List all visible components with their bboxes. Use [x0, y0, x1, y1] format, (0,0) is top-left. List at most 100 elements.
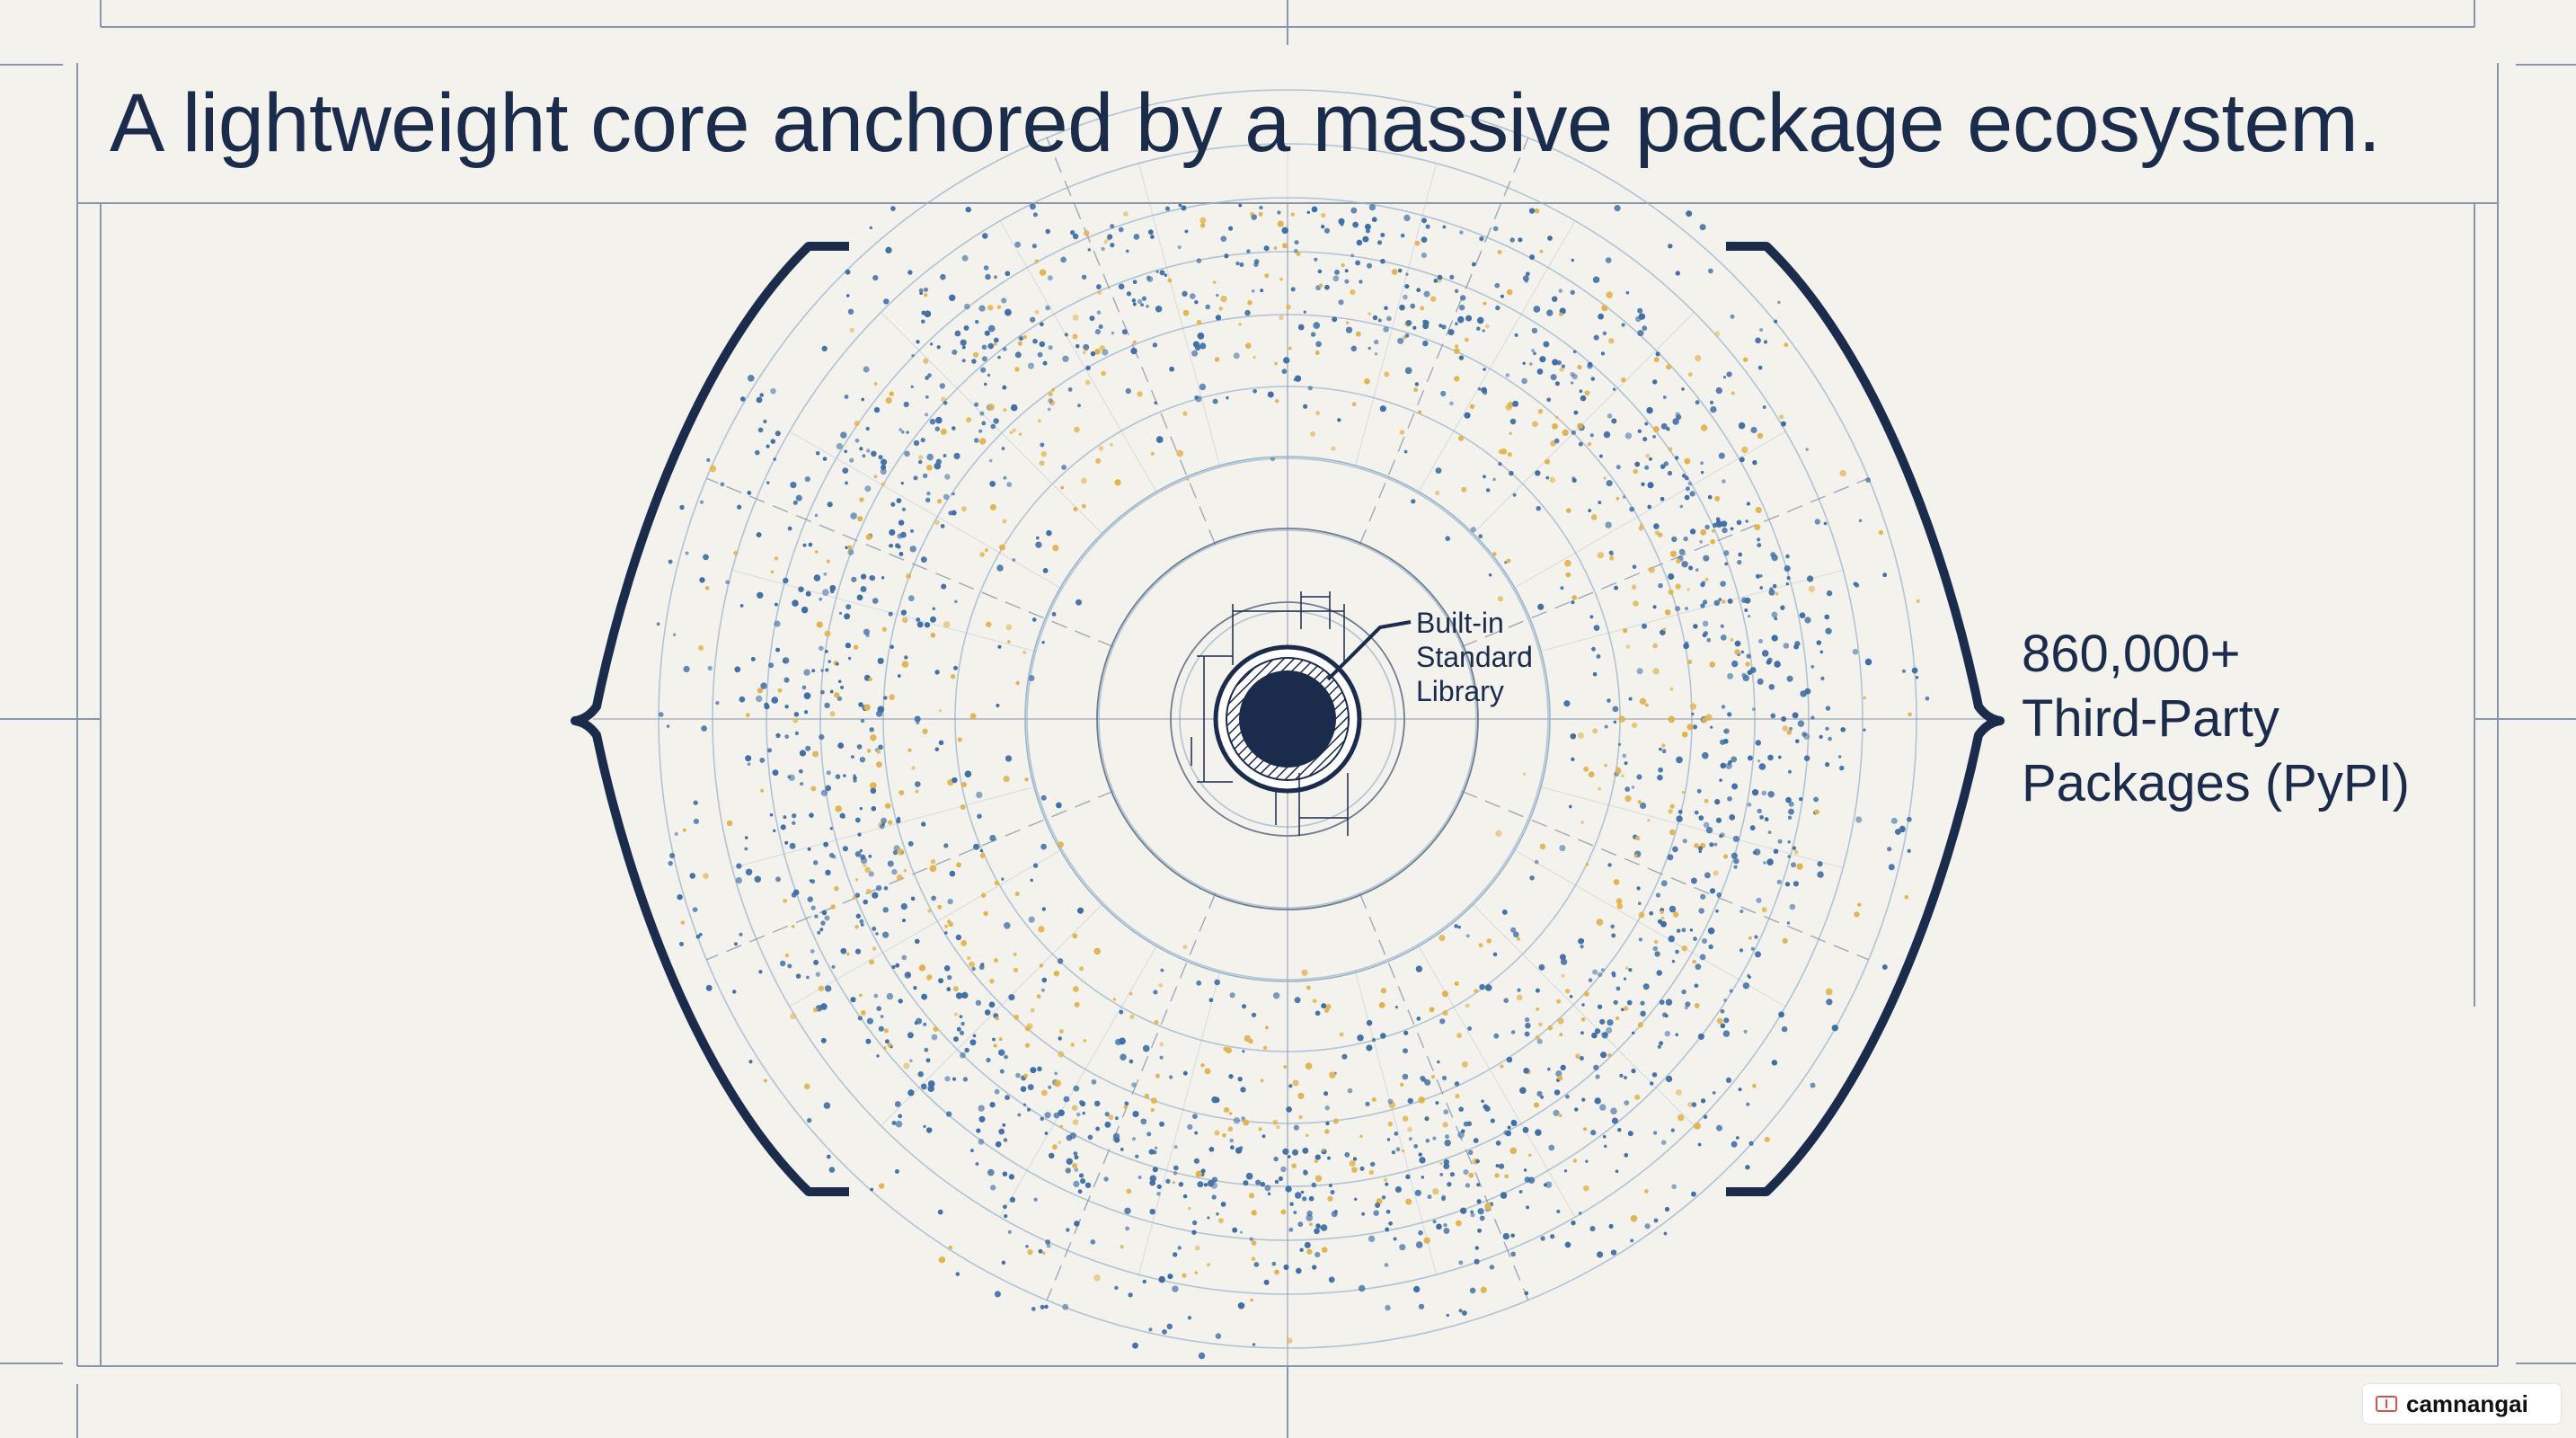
package-dot: [740, 396, 746, 402]
package-dot: [872, 275, 879, 281]
package-dot: [1131, 1137, 1137, 1141]
package-dot: [897, 816, 900, 821]
package-dot: [1443, 1109, 1449, 1115]
package-dot: [1677, 1114, 1685, 1122]
package-dot: [1328, 1276, 1335, 1283]
package-dot: [901, 430, 905, 434]
package-dot: [849, 327, 855, 333]
package-dot: [819, 645, 824, 652]
package-dot: [1081, 503, 1086, 509]
package-dot: [995, 1016, 1000, 1021]
package-dot: [1067, 387, 1073, 392]
package-dot: [1614, 205, 1621, 212]
package-dot: [689, 873, 695, 879]
package-dot: [1663, 461, 1669, 466]
package-dot: [1743, 357, 1748, 362]
package-dot: [1226, 1047, 1232, 1053]
package-dot: [1473, 1138, 1479, 1143]
package-dot: [1915, 676, 1919, 679]
package-dot: [1478, 534, 1483, 538]
package-dot: [1216, 294, 1219, 297]
package-dot: [824, 630, 831, 637]
package-dot: [1194, 300, 1199, 305]
package-dot: [949, 870, 956, 877]
package-dot: [949, 294, 956, 301]
package-dot: [944, 474, 951, 480]
package-dot: [1460, 1207, 1467, 1214]
package-dot: [894, 1101, 901, 1107]
package-dot: [810, 949, 815, 954]
package-dot: [1439, 1018, 1446, 1025]
package-dot: [1593, 334, 1599, 341]
package-dot: [1624, 432, 1633, 439]
package-dot: [1017, 1113, 1022, 1117]
package-dot: [1591, 646, 1596, 652]
package-dot: [1237, 1302, 1245, 1309]
package-dot: [1526, 271, 1530, 277]
package-dot: [792, 500, 798, 505]
package-dot: [1784, 342, 1789, 348]
package-dot: [930, 342, 934, 346]
package-dot: [1350, 207, 1358, 214]
package-dot: [943, 621, 951, 628]
package-dot: [1817, 871, 1824, 878]
package-dot: [873, 993, 879, 999]
package-dot: [1634, 1094, 1641, 1100]
package-dot: [885, 246, 892, 253]
package-dot: [875, 884, 882, 892]
package-dot: [982, 233, 988, 239]
package-dot: [1014, 241, 1021, 248]
package-dot: [989, 481, 996, 487]
package-dot: [1602, 331, 1607, 336]
package-dot: [1786, 675, 1793, 682]
package-dot: [1030, 1007, 1035, 1013]
package-dot: [1559, 1114, 1562, 1117]
package-dot: [734, 666, 741, 673]
package-dot: [1324, 1007, 1329, 1013]
package-dot: [1386, 1138, 1391, 1141]
package-dot: [1887, 847, 1892, 852]
package-dot: [837, 742, 844, 749]
package-dot: [865, 888, 872, 895]
package-dot: [1858, 519, 1863, 522]
package-dot: [1668, 447, 1673, 452]
package-dot: [1383, 326, 1389, 333]
package-dot: [1571, 1221, 1576, 1226]
package-dot: [953, 1012, 958, 1016]
package-dot: [923, 358, 929, 364]
package-dot: [1443, 1222, 1447, 1228]
package-dot: [1044, 1132, 1049, 1135]
package-dot: [845, 604, 852, 610]
package-dot: [1074, 1167, 1079, 1172]
package-dot: [984, 382, 987, 386]
package-dot: [1498, 1163, 1505, 1169]
package-dot: [808, 542, 813, 547]
package-dot: [1248, 1038, 1253, 1044]
package-dot: [1222, 1133, 1226, 1138]
package-dot: [1422, 340, 1429, 347]
package-dot: [1315, 1251, 1321, 1258]
package-dot: [1072, 933, 1078, 939]
package-dot: [1321, 1003, 1327, 1009]
package-dot: [770, 439, 775, 444]
package-dot: [1534, 1102, 1539, 1108]
package-dot: [1552, 359, 1559, 366]
package-dot: [1604, 1144, 1607, 1149]
package-dot: [1668, 809, 1673, 814]
package-dot: [1592, 276, 1600, 283]
package-dot: [767, 748, 772, 753]
package-dot: [1638, 526, 1643, 531]
package-dot: [1720, 1009, 1725, 1014]
package-dot: [1398, 268, 1403, 273]
package-dot: [1778, 755, 1782, 759]
package-dot: [869, 226, 872, 230]
package-dot: [1761, 650, 1769, 657]
package-dot: [1182, 1194, 1188, 1199]
package-dot: [1808, 585, 1816, 592]
package-dot: [1692, 959, 1696, 964]
package-dot: [1687, 1101, 1694, 1108]
package-dot: [1082, 351, 1086, 354]
package-dot: [869, 959, 874, 965]
package-dot: [1642, 983, 1650, 990]
package-dot: [734, 942, 738, 946]
